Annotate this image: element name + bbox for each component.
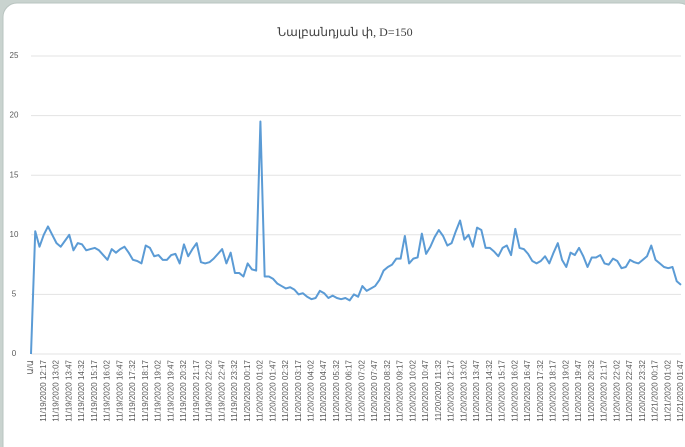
y-tick-label: 10: [10, 230, 19, 239]
x-tick-label: 11/20/2020 11:32: [434, 359, 443, 421]
x-tick-label: 11/19/2020 19:47: [166, 359, 175, 421]
x-tick-label: Ա/Ա: [26, 360, 35, 374]
x-tick-label: 11/19/2020 22:02: [205, 359, 214, 421]
x-tick-label: 11/20/2020 10:47: [421, 359, 430, 421]
x-tick-label: 11/19/2020 13:47: [64, 359, 73, 421]
x-tick-label: 11/21/2020 01:47: [676, 359, 685, 421]
x-tick-label: 11/20/2020 16:02: [510, 359, 519, 421]
x-tick-label: 11/20/2020 19:02: [561, 359, 570, 421]
x-tick-label: 11/20/2020 21:17: [600, 359, 609, 421]
data-line: [30, 120, 682, 355]
y-tick-label: 0: [12, 349, 17, 358]
x-tick-label: 11/20/2020 22:47: [625, 359, 634, 421]
x-tick-label: 11/21/2020 00:17: [651, 359, 660, 421]
x-tick-label: 11/19/2020 22:47: [217, 359, 226, 421]
x-tick-label: 11/19/2020 12:17: [39, 359, 48, 421]
x-tick-label: 11/20/2020 10:02: [408, 359, 417, 421]
x-tick-label: 11/20/2020 07:47: [370, 359, 379, 421]
x-tick-label: 11/20/2020 17:32: [536, 359, 545, 421]
x-tick-label: 11/20/2020 01:47: [268, 359, 277, 421]
x-tick-label: 11/20/2020 20:32: [587, 359, 596, 421]
x-tick-label: 11/20/2020 13:47: [472, 359, 481, 421]
x-tick-label: 11/20/2020 06:17: [345, 359, 354, 421]
x-tick-label: 11/20/2020 01:02: [256, 359, 265, 421]
x-tick-label: 11/20/2020 04:47: [319, 359, 328, 421]
x-tick-label: 11/20/2020 16:47: [523, 359, 532, 421]
x-tick-label: 11/20/2020 03:17: [294, 359, 303, 421]
x-tick-label: 11/20/2020 02:32: [281, 359, 290, 421]
x-tick-label: 11/20/2020 00:17: [243, 359, 252, 421]
y-tick-label: 15: [10, 170, 19, 179]
x-tick-label: 11/20/2020 05:32: [332, 359, 341, 421]
x-tick-label: 11/19/2020 17:32: [128, 359, 137, 421]
x-tick-label: 11/19/2020 16:47: [115, 359, 124, 421]
x-tick-label: 11/19/2020 13:02: [52, 359, 61, 421]
x-tick-label: 11/19/2020 18:17: [141, 359, 150, 421]
x-tick-label: 11/20/2020 15:17: [498, 359, 507, 421]
y-tick-label: 25: [10, 51, 19, 60]
y-tick-label: 5: [12, 290, 17, 299]
x-tick-label: 11/19/2020 15:17: [90, 359, 99, 421]
x-tick-label: 11/20/2020 19:47: [574, 359, 583, 421]
x-tick-label: 11/19/2020 16:02: [103, 359, 112, 421]
x-tick-label: 11/20/2020 14:32: [485, 359, 494, 421]
x-tick-label: 11/21/2020 01:02: [663, 359, 672, 421]
x-tick-label: 11/19/2020 23:32: [230, 359, 239, 421]
y-tick-label: 20: [10, 111, 19, 120]
x-tick-label: 11/19/2020 19:02: [154, 359, 163, 421]
x-tick-label: 11/20/2020 18:17: [549, 359, 558, 421]
x-tick-label: 11/20/2020 22:02: [612, 359, 621, 421]
x-tick-label: 11/20/2020 08:32: [383, 359, 392, 421]
chart-title: Նալբանդյան փ, D=150: [277, 25, 412, 39]
x-tick-label: 11/19/2020 20:32: [179, 359, 188, 421]
x-tick-label: 11/20/2020 23:32: [638, 359, 647, 421]
x-tick-label: 11/20/2020 09:17: [396, 359, 405, 421]
x-tick-label: 11/19/2020 14:32: [77, 359, 86, 421]
x-tick-label: 11/20/2020 12:17: [447, 359, 456, 421]
x-tick-label: 11/20/2020 13:02: [459, 359, 468, 421]
x-tick-label: 11/20/2020 07:02: [357, 359, 366, 421]
x-tick-label: 11/19/2020 21:17: [192, 359, 201, 421]
x-tick-label: 11/20/2020 04:02: [307, 359, 316, 421]
